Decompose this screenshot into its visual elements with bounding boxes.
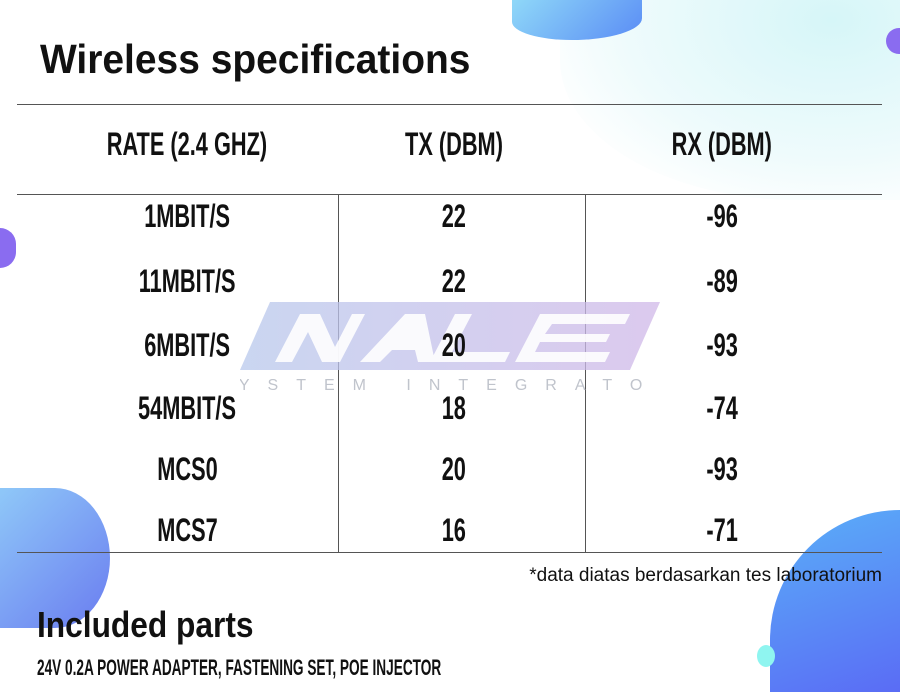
cell-rx: -96 — [706, 198, 738, 234]
cell-rate: 11MBIT/S — [138, 263, 236, 299]
decor-blob-top — [512, 0, 642, 40]
cell-rate: 1MBIT/S — [144, 198, 230, 234]
cell-tx: 20 — [441, 451, 467, 487]
page-title: Wireless specifications — [40, 36, 471, 82]
cell-tx: 18 — [441, 390, 467, 426]
cell-rate: 54MBIT/S — [138, 390, 236, 426]
included-parts-text: 24V 0.2A POWER ADAPTER, FASTENING SET, P… — [37, 655, 442, 680]
cell-rx: -89 — [706, 263, 738, 299]
decor-blob-left-purple — [0, 228, 16, 268]
decor-blob-bottom-left — [0, 488, 110, 628]
footnote: *data diatas berdasarkan tes laboratoriu… — [529, 565, 882, 586]
included-parts-title: Included parts — [37, 604, 254, 645]
header-rx: RX (DBM) — [671, 126, 773, 162]
decor-dot-cyan — [757, 645, 775, 667]
cell-rate: MCS7 — [156, 512, 218, 548]
table-header-border — [17, 194, 882, 195]
cell-rate: 6MBIT/S — [144, 327, 230, 363]
cell-rate: MCS0 — [156, 451, 218, 487]
cell-tx: 22 — [441, 198, 467, 234]
cell-rx: -93 — [706, 451, 738, 487]
cell-tx: 22 — [441, 263, 467, 299]
cell-rx: -74 — [706, 390, 738, 426]
header-rate: RATE (2.4 GHZ) — [106, 126, 268, 162]
cell-rx: -71 — [706, 512, 738, 548]
cell-tx: 16 — [441, 512, 467, 548]
cell-tx: 20 — [441, 327, 467, 363]
column-divider — [585, 194, 586, 552]
table-top-border — [17, 104, 882, 105]
header-tx: TX (DBM) — [405, 126, 503, 162]
decor-dot-purple — [886, 28, 900, 54]
table-bottom-border — [17, 552, 882, 553]
column-divider — [338, 194, 339, 552]
cell-rx: -93 — [706, 327, 738, 363]
